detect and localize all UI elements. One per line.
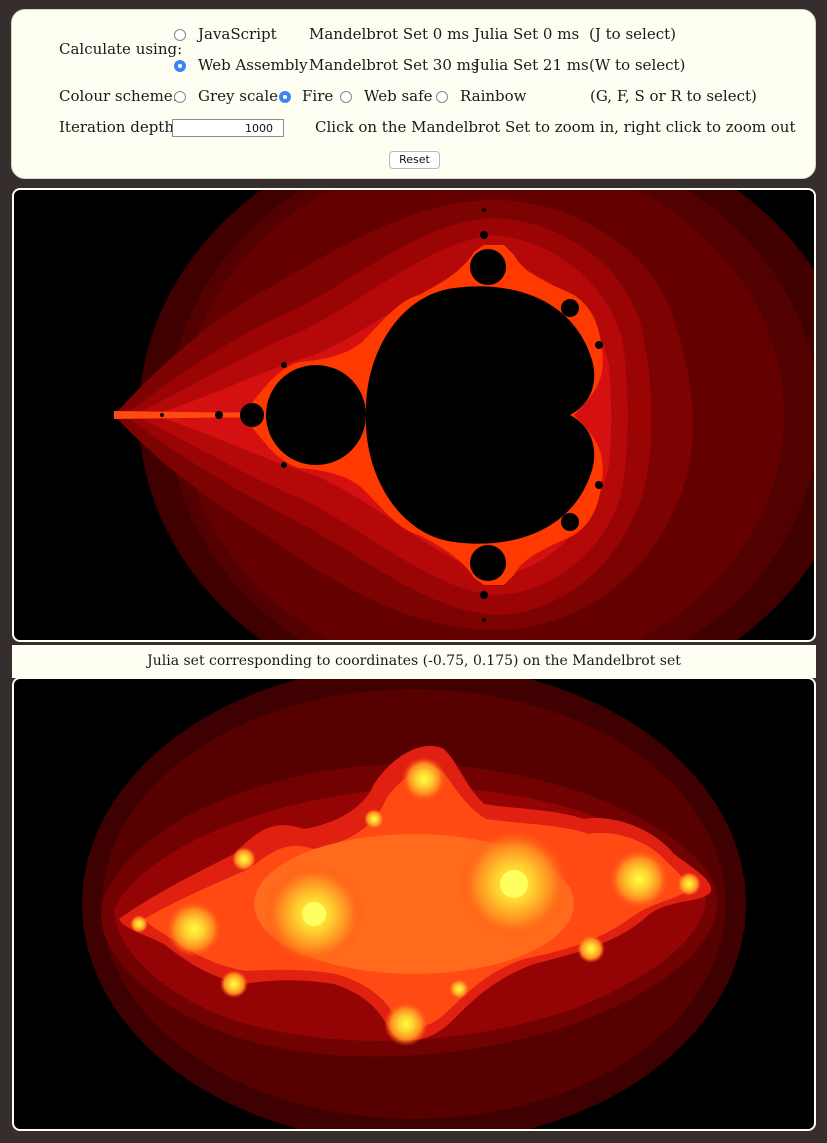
engine-row-wasm: Web Assembly Mandelbrot Set 30 ms Julia …: [12, 53, 817, 77]
javascript-shortcut: (J to select): [589, 25, 676, 43]
colour-scheme-label: Colour scheme:: [59, 87, 178, 105]
iteration-depth-input[interactable]: [172, 119, 284, 137]
wasm-julia-time: Julia Set 21 ms: [474, 56, 589, 74]
julia-canvas-frame: [12, 677, 816, 1131]
rainbow-radio[interactable]: [436, 91, 448, 103]
javascript-radio[interactable]: [174, 29, 186, 41]
julia-caption: Julia set corresponding to coordinates (…: [12, 645, 816, 678]
colour-scheme-row: Colour scheme: Grey scale Fire Web safe …: [12, 84, 817, 108]
mandelbrot-canvas[interactable]: [14, 190, 814, 640]
grey-scale-label[interactable]: Grey scale: [198, 87, 278, 105]
engine-row-javascript: JavaScript Mandelbrot Set 0 ms Julia Set…: [12, 22, 817, 46]
iteration-depth-label: Iteration depth:: [59, 118, 180, 136]
wasm-label[interactable]: Web Assembly: [198, 56, 308, 74]
fire-radio[interactable]: [279, 91, 291, 103]
wasm-mandelbrot-time: Mandelbrot Set 30 ms: [309, 56, 479, 74]
julia-canvas[interactable]: [14, 679, 814, 1129]
grey-scale-radio[interactable]: [174, 91, 186, 103]
fire-label[interactable]: Fire: [302, 87, 334, 105]
reset-button[interactable]: Reset: [389, 151, 440, 169]
web-safe-radio[interactable]: [340, 91, 352, 103]
wasm-shortcut: (W to select): [589, 56, 686, 74]
zoom-hint: Click on the Mandelbrot Set to zoom in, …: [315, 118, 796, 136]
javascript-mandelbrot-time: Mandelbrot Set 0 ms: [309, 25, 470, 43]
control-panel: Calculate using: JavaScript Mandelbrot S…: [11, 9, 816, 179]
calculate-label: Calculate using:: [59, 40, 183, 58]
scheme-shortcut: (G, F, S or R to select): [590, 87, 757, 105]
javascript-julia-time: Julia Set 0 ms: [474, 25, 580, 43]
javascript-label[interactable]: JavaScript: [198, 25, 277, 43]
wasm-radio[interactable]: [174, 60, 186, 72]
mandelbrot-canvas-frame: [12, 188, 816, 642]
web-safe-label[interactable]: Web safe: [364, 87, 433, 105]
rainbow-label[interactable]: Rainbow: [460, 87, 527, 105]
